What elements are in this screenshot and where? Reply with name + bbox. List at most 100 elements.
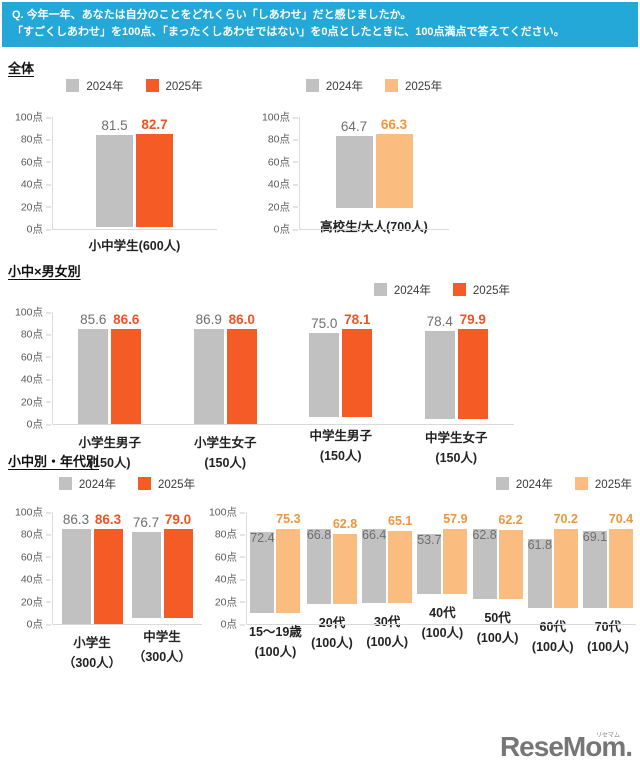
value-label-2025年: 86.6	[113, 312, 140, 328]
legend-label: 2025年	[472, 284, 510, 297]
question-banner: Q. 今年一年、あなたは自分のことをどれくらい「しあわせ」だと感じましたか。 「…	[2, 2, 638, 48]
bar-2024年	[424, 330, 455, 419]
category-label: 小中学生(600人)	[88, 238, 181, 253]
bar-2024年	[131, 531, 161, 618]
value-label-2024年: 78.4	[426, 313, 453, 329]
y-axis-tick: 20点	[20, 596, 52, 609]
legend-item-2025年: 2025年	[138, 476, 195, 492]
category-label: 60代 (100人)	[531, 619, 574, 654]
resemom-watermark: リセマム ReseMom.	[500, 731, 633, 763]
bar-unit: 61.8	[528, 512, 552, 608]
bar-2025年	[375, 134, 413, 209]
y-axis: 100点 80点 60点 40点 20点 0点	[8, 112, 52, 236]
bar-unit: 62.8	[472, 512, 497, 600]
y-axis: 100点 80点 60点 40点 20点 0点	[206, 507, 246, 631]
value-label-2024年: 66.4	[362, 528, 387, 543]
resemom-watermark-small: リセマム	[595, 733, 620, 739]
value-label-2024年: 75.0	[311, 315, 338, 331]
y-axis-line	[52, 117, 53, 230]
y-axis: 100点 80点 60点 40点 20点 0点	[8, 507, 52, 631]
bars: 86.3 86.3	[61, 512, 123, 625]
bar-unit: 66.3	[375, 117, 413, 209]
y-axis-tick: 60点	[20, 156, 52, 169]
bars: 85.6 86.6	[78, 312, 142, 425]
value-label-2024年: 61.8	[527, 537, 552, 552]
y-axis-tick: 60点	[267, 156, 299, 169]
bar-group: 66.8 62.8 20代 (100人)	[307, 512, 357, 650]
chart-overall-students: 2024年 2025年 100点 80点 60点 40点 20点 0点 81.5 82.7 小中学生…	[8, 78, 217, 253]
legend: 2024年 2025年	[8, 282, 514, 297]
bar-unit: 86.3	[61, 512, 91, 625]
x-axis-line	[246, 624, 636, 626]
chart-body: 100点 80点 60点 40点 20点 0点 64.7 66.3 高校生/大人(700人)	[255, 112, 449, 236]
legend-label: 2024年	[515, 478, 553, 491]
chart-school-level: 2024年 2025年 100点 80点 60点 40点 20点 0点 86.3 86.3 小学生（…	[8, 476, 202, 670]
bar-unit: 62.8	[333, 512, 357, 604]
value-label-2025年: 62.2	[498, 512, 523, 527]
bar-group: 69.1 70.4 70代 (100人)	[583, 512, 633, 654]
legend-label: 2025年	[405, 80, 443, 93]
bars: 81.5 82.7	[89, 117, 181, 227]
bar-unit: 69.1	[583, 512, 607, 608]
y-axis-tick: 0点	[273, 223, 299, 236]
legend: 2024年 2025年	[52, 476, 202, 491]
legend-label: 2024年	[78, 478, 116, 491]
y-axis-tick: 100点	[208, 506, 246, 519]
legend-swatch-2024年-icon	[66, 79, 80, 93]
y-axis-tick: 20点	[20, 396, 52, 409]
chart-body: 100点 80点 60点 40点 20点 0点 85.6 86.6 小学生男子 (150人) 86.…	[8, 307, 514, 470]
category-label: 高校生/大人(700人)	[320, 220, 428, 235]
y-axis-tick: 60点	[214, 551, 246, 564]
bar-unit: 82.7	[136, 117, 173, 227]
legend-label: 2025年	[158, 478, 196, 491]
bar-group: 86.9 86.0 小学生女子 (150人)	[193, 312, 257, 470]
bar-2025年	[163, 529, 193, 618]
chart-body: 100点 80点 60点 40点 20点 0点 72.4 75.3 15〜19歳 (100人) 66…	[206, 507, 636, 659]
section-title-age: 小中別・年代別	[8, 454, 100, 470]
bar-groups: 72.4 75.3 15〜19歳 (100人) 66.8 62.8 20代 (100人) 66.…	[246, 512, 636, 659]
value-label-2025年: 75.3	[276, 512, 301, 527]
legend-item-2024年: 2024年	[66, 78, 124, 94]
bar-group: 53.7 57.9 40代 (100人)	[417, 512, 467, 640]
bar-2025年	[111, 329, 142, 425]
y-axis-tick: 20点	[267, 201, 299, 214]
chart-overall-adults: 2024年 2025年 100点 80点 60点 40点 20点 0点 64.7 66.3 高校生/…	[255, 78, 449, 236]
y-axis-tick: 0点	[220, 618, 246, 631]
value-label-2024年: 64.7	[340, 118, 368, 134]
bar-2025年	[226, 329, 257, 425]
bar-2024年	[193, 329, 224, 425]
x-axis-line	[299, 229, 449, 231]
bar-groups: 81.5 82.7 小中学生(600人)	[52, 117, 217, 253]
legend-swatch-2025年-icon	[574, 477, 588, 491]
legend-label: 2025年	[165, 80, 203, 93]
category-label: 小学生男子 (150人)	[78, 436, 141, 471]
bar-unit: 78.4	[424, 312, 455, 419]
bar-group: 81.5 82.7 小中学生(600人)	[89, 117, 181, 253]
bars: 69.1 70.4	[583, 512, 633, 608]
category-label: 40代 (100人)	[421, 605, 464, 640]
plot-area: 85.6 86.6 小学生男子 (150人) 86.9 86.0 小学生女子 (150人) 75…	[52, 312, 514, 470]
y-axis-line	[246, 512, 247, 625]
y-axis-tick: 100点	[14, 111, 52, 124]
bars: 76.7 79.0	[131, 512, 193, 618]
value-label-2025年: 65.1	[388, 513, 413, 528]
bars: 66.8 62.8	[307, 512, 357, 604]
bar-2025年	[136, 134, 173, 227]
bar-2025年	[388, 530, 413, 604]
legend: 2024年 2025年	[299, 78, 449, 93]
legend-swatch-2024年-icon	[58, 477, 72, 491]
y-axis-tick: 40点	[20, 573, 52, 586]
y-axis-tick: 100点	[261, 111, 299, 124]
bar-unit: 65.1	[388, 512, 413, 604]
plot-area: 86.3 86.3 小学生 （300人） 76.7 79.0 中学生 （300人）	[52, 512, 202, 670]
value-label-2025年: 62.8	[332, 516, 358, 531]
chart-age-groups: 2024年 2025年 100点 80点 60点 40点 20点 0点 72.4 75.3 15〜1…	[206, 476, 636, 659]
y-axis-tick: 20点	[20, 201, 52, 214]
bars: 66.4 65.1	[362, 512, 413, 604]
value-label-2025年: 79.9	[459, 312, 486, 328]
bar-2024年	[417, 533, 442, 594]
section-overall-charts: 2024年 2025年 100点 80点 60点 40点 20点 0点 81.5 82.7 小中学生…	[8, 78, 640, 253]
y-axis-tick: 0点	[26, 618, 52, 631]
bar-unit: 79.9	[457, 312, 488, 419]
plot-area: 81.5 82.7 小中学生(600人)	[52, 117, 217, 253]
